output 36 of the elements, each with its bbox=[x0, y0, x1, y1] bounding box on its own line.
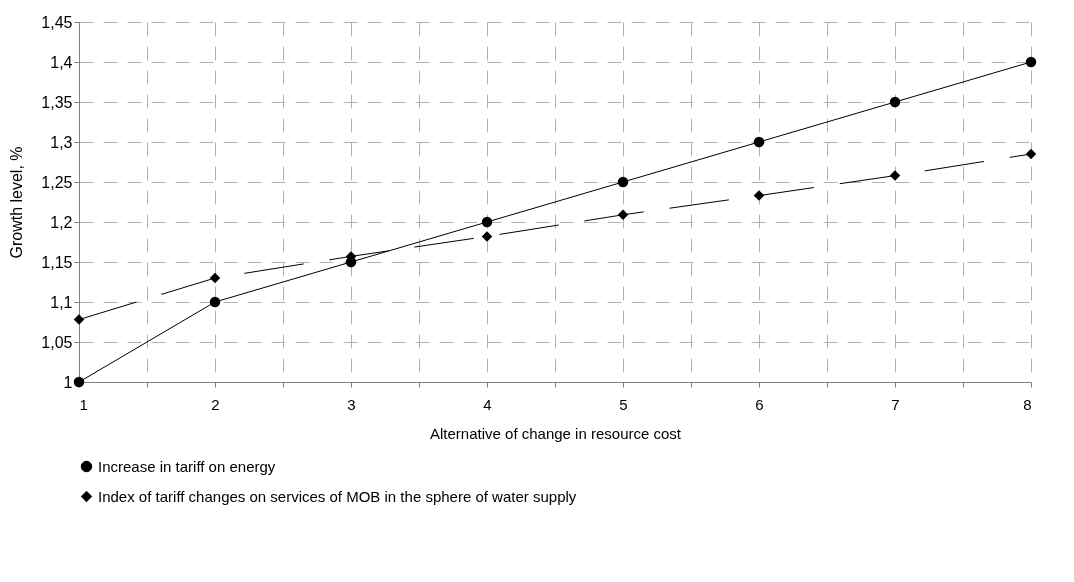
point bbox=[1025, 56, 1037, 68]
y-axis-title: Growth level, % bbox=[8, 146, 26, 259]
legend-label: Increase in tariff on energy bbox=[98, 457, 276, 475]
point bbox=[889, 170, 901, 181]
point bbox=[73, 376, 85, 388]
x-tick-label: 1 bbox=[79, 395, 88, 413]
x-tick-label: 4 bbox=[483, 395, 492, 413]
x-tick-label: 3 bbox=[347, 395, 356, 413]
y-tick-label: 1,1 bbox=[50, 293, 73, 311]
point bbox=[209, 272, 221, 284]
point bbox=[481, 216, 493, 228]
y-tick-label: 1,45 bbox=[41, 13, 73, 31]
point bbox=[73, 314, 85, 325]
point bbox=[889, 96, 901, 108]
y-tick-label: 1,05 bbox=[41, 333, 73, 351]
x-axis-title: Alternative of change in resource cost bbox=[430, 424, 682, 442]
point bbox=[753, 136, 765, 148]
point bbox=[481, 231, 493, 242]
y-tick-label: 1,25 bbox=[41, 173, 73, 191]
x-tick-label: 8 bbox=[1023, 395, 1032, 413]
y-tick-label: 1,2 bbox=[50, 213, 73, 231]
x-tick-label: 6 bbox=[755, 395, 764, 413]
point bbox=[1025, 148, 1037, 160]
point bbox=[617, 209, 629, 221]
x-tick-label: 7 bbox=[891, 395, 900, 413]
legend-label: Index of tariff changes on services of MOB in the sphere of water supply bbox=[98, 487, 577, 505]
y-tick-label: 1,4 bbox=[50, 53, 73, 71]
y-tick-label: 1,15 bbox=[41, 253, 73, 271]
point bbox=[209, 296, 221, 308]
y-tick-label: 1 bbox=[63, 373, 73, 391]
point bbox=[617, 176, 629, 188]
x-tick-label: 5 bbox=[619, 395, 628, 413]
point bbox=[753, 190, 765, 201]
x-tick-label: 2 bbox=[211, 395, 220, 413]
y-tick-label: 1,3 bbox=[50, 133, 73, 151]
y-tick-label: 1,35 bbox=[41, 93, 73, 111]
